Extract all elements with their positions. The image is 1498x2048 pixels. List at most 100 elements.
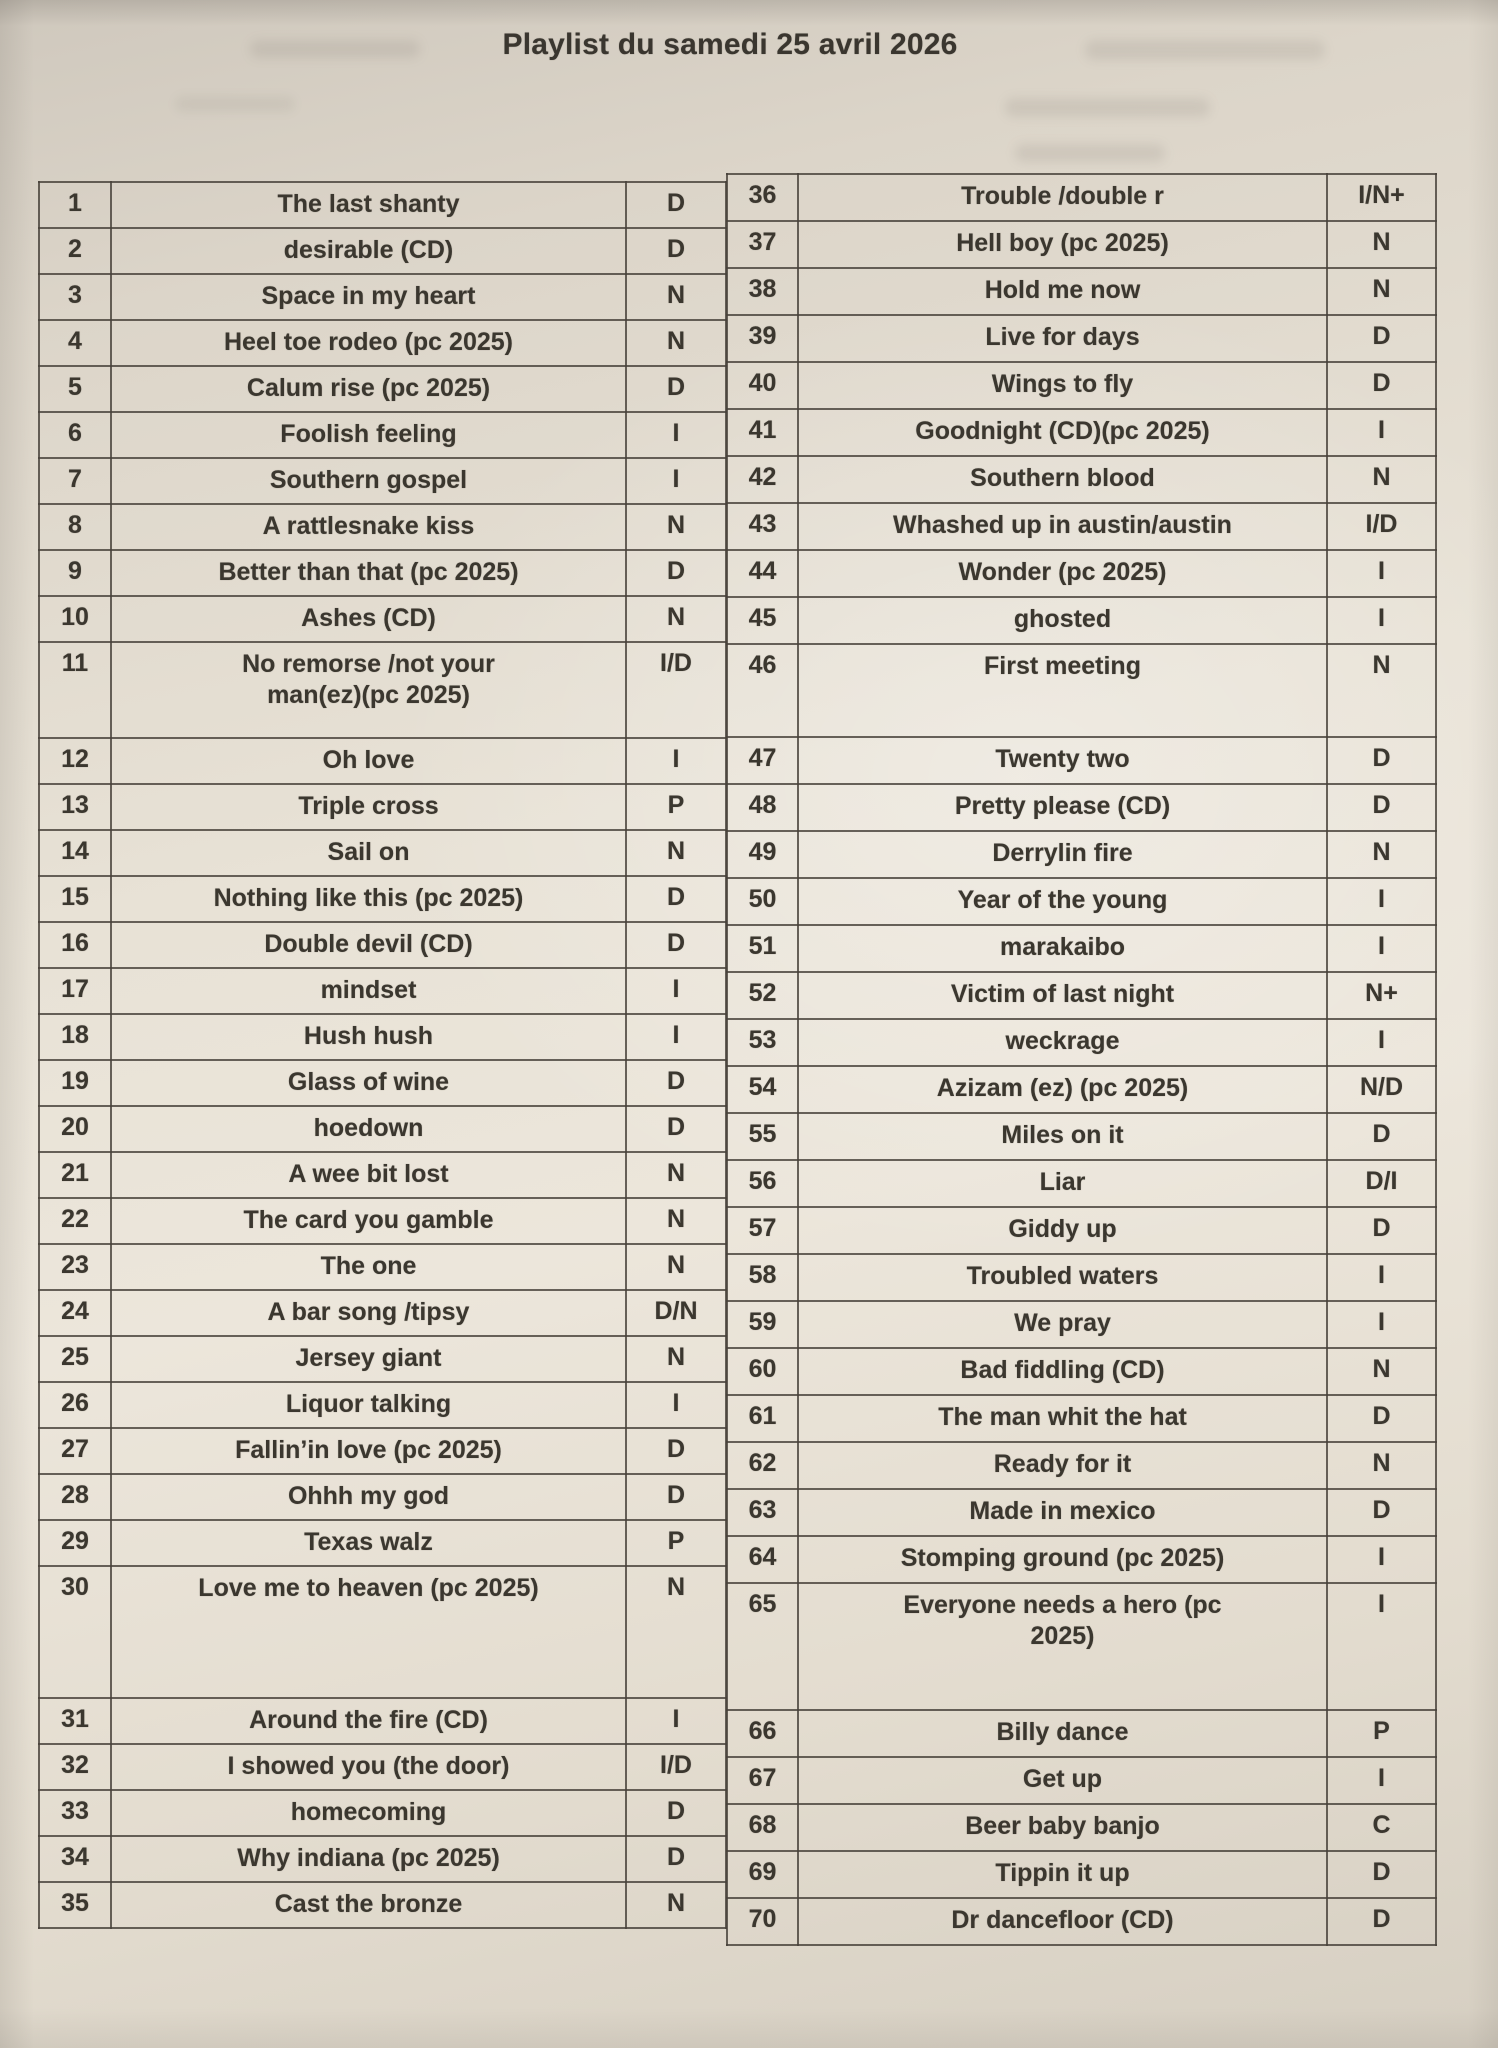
track-code-cell: D: [1326, 736, 1437, 785]
track-title-cell: Giddy up: [797, 1206, 1328, 1255]
track-number-cell: 62: [726, 1441, 799, 1490]
track-number-cell: 36: [726, 173, 799, 222]
track-code-cell: D: [625, 875, 727, 923]
track-number-cell: 9: [38, 549, 112, 597]
track-number-cell: 49: [726, 830, 799, 879]
track-number-cell: 27: [38, 1427, 112, 1475]
track-code-cell: N: [625, 1565, 727, 1699]
track-code-cell: D: [625, 921, 727, 969]
track-number-cell: 46: [726, 643, 799, 738]
track-title-cell: Year of the young: [797, 877, 1328, 926]
track-code-cell: D: [1326, 1206, 1437, 1255]
track-title-cell: Southern blood: [797, 455, 1328, 504]
playlist-row: 66 Billy dance P: [726, 1709, 1437, 1758]
track-code-cell: N: [625, 1881, 727, 1929]
track-title-cell: Sail on: [110, 829, 627, 877]
track-code-cell: N+: [1326, 971, 1437, 1020]
track-code-cell: N: [625, 273, 727, 321]
track-number-cell: 17: [38, 967, 112, 1015]
playlist-row: 7 Southern gospel I: [38, 457, 727, 505]
playlist-row: 24 A bar song /tipsy D/N: [38, 1289, 727, 1337]
track-code-cell: I/D: [1326, 502, 1437, 551]
playlist-row: 9 Better than that (pc 2025) D: [38, 549, 727, 597]
track-title-cell: hoedown: [110, 1105, 627, 1153]
playlist-row: 38 Hold me now N: [726, 267, 1437, 316]
track-code-cell: D: [625, 227, 727, 275]
track-title-cell: We pray: [797, 1300, 1328, 1349]
track-code-cell: D: [625, 1427, 727, 1475]
track-title-cell: Tippin it up: [797, 1850, 1328, 1899]
track-number-cell: 56: [726, 1159, 799, 1208]
track-code-cell: I: [1326, 877, 1437, 926]
track-code-cell: N: [1326, 1441, 1437, 1490]
track-code-cell: N: [625, 829, 727, 877]
playlist-row: 64 Stomping ground (pc 2025) I: [726, 1535, 1437, 1584]
track-number-cell: 8: [38, 503, 112, 551]
track-title-cell: Trouble /double r: [797, 173, 1328, 222]
playlist-row: 57 Giddy up D: [726, 1206, 1437, 1255]
track-number-cell: 7: [38, 457, 112, 505]
playlist-row: 30 Love me to heaven (pc 2025) N: [38, 1565, 727, 1699]
track-title-cell: Troubled waters: [797, 1253, 1328, 1302]
track-title-cell: mindset: [110, 967, 627, 1015]
track-code-cell: D: [625, 1059, 727, 1107]
playlist-row: 48 Pretty please (CD) D: [726, 783, 1437, 832]
playlist-row: 59 We pray I: [726, 1300, 1437, 1349]
track-title-cell: Stomping ground (pc 2025): [797, 1535, 1328, 1584]
bleed-through-smudge: [1085, 40, 1325, 60]
track-number-cell: 58: [726, 1253, 799, 1302]
track-code-cell: D: [1326, 1897, 1437, 1946]
track-code-cell: D: [625, 181, 727, 229]
track-number-cell: 51: [726, 924, 799, 973]
track-title-cell: Jersey giant: [110, 1335, 627, 1383]
track-number-cell: 52: [726, 971, 799, 1020]
playlist-row: 58 Troubled waters I: [726, 1253, 1437, 1302]
bleed-through-smudge: [1015, 144, 1165, 162]
playlist-row: 53 weckrage I: [726, 1018, 1437, 1067]
track-title-cell: Liquor talking: [110, 1381, 627, 1429]
playlist-row: 52 Victim of last night N+: [726, 971, 1437, 1020]
track-title-cell: No remorse /not your man(ez)(pc 2025): [110, 641, 627, 739]
track-number-cell: 53: [726, 1018, 799, 1067]
track-number-cell: 34: [38, 1835, 112, 1883]
track-number-cell: 54: [726, 1065, 799, 1114]
track-title-cell: Beer baby banjo: [797, 1803, 1328, 1852]
playlist-row: 3 Space in my heart N: [38, 273, 727, 321]
playlist-row: 69 Tippin it up D: [726, 1850, 1437, 1899]
playlist-row: 26 Liquor talking I: [38, 1381, 727, 1429]
track-number-cell: 19: [38, 1059, 112, 1107]
track-code-cell: I: [625, 411, 727, 459]
track-number-cell: 21: [38, 1151, 112, 1199]
track-number-cell: 24: [38, 1289, 112, 1337]
track-code-cell: N: [1326, 220, 1437, 269]
track-title-cell: Space in my heart: [110, 273, 627, 321]
track-code-cell: P: [625, 1519, 727, 1567]
track-number-cell: 39: [726, 314, 799, 363]
playlist-row: 20 hoedown D: [38, 1105, 727, 1153]
track-number-cell: 38: [726, 267, 799, 316]
track-title-cell: Miles on it: [797, 1112, 1328, 1161]
track-code-cell: C: [1326, 1803, 1437, 1852]
track-code-cell: I: [625, 1381, 727, 1429]
track-title-cell: Better than that (pc 2025): [110, 549, 627, 597]
track-title-cell: The last shanty: [110, 181, 627, 229]
track-number-cell: 2: [38, 227, 112, 275]
track-code-cell: I: [1326, 408, 1437, 457]
track-code-cell: N: [625, 319, 727, 367]
track-title-cell: Oh love: [110, 737, 627, 785]
track-title-cell: The one: [110, 1243, 627, 1291]
playlist-row: 61 The man whit the hat D: [726, 1394, 1437, 1443]
track-code-cell: D: [1326, 314, 1437, 363]
bleed-through-smudge: [250, 40, 420, 58]
track-number-cell: 69: [726, 1850, 799, 1899]
track-number-cell: 64: [726, 1535, 799, 1584]
playlist-row: 44 Wonder (pc 2025) I: [726, 549, 1437, 598]
track-title-cell: Wonder (pc 2025): [797, 549, 1328, 598]
track-code-cell: N: [625, 1335, 727, 1383]
track-number-cell: 40: [726, 361, 799, 410]
track-number-cell: 20: [38, 1105, 112, 1153]
playlist-row: 50 Year of the young I: [726, 877, 1437, 926]
playlist-row: 67 Get up I: [726, 1756, 1437, 1805]
track-title-cell: Cast the bronze: [110, 1881, 627, 1929]
track-code-cell: I: [1326, 1253, 1437, 1302]
